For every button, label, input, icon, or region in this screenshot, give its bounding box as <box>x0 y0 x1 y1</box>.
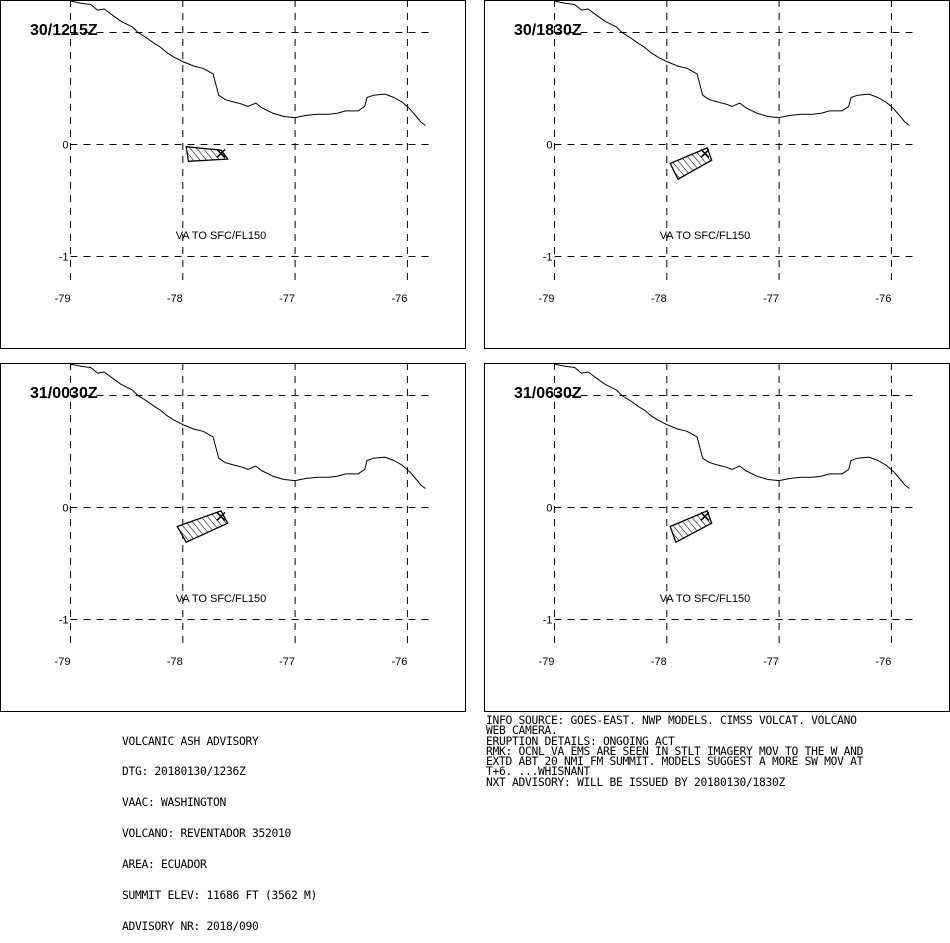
advisory-remarks: RMK: OCNL VA EMS ARE SEEN IN STLT IMAGER… <box>486 744 864 758</box>
advisory-eruption-details: ERUPTION DETAILS: ONGOING ACT <box>486 734 675 748</box>
volcano-marker-icon <box>700 148 710 158</box>
ash-altitude-label: VA TO SFC/FL150 <box>176 593 267 605</box>
advisory-details-text: INFO SOURCE: GOES-EAST. NWP MODELS. CIMS… <box>486 714 946 789</box>
border-line <box>554 363 910 489</box>
forecast-panel-1: -79 -78 -77 -76 0 -1 30/1215Z VA TO SFC/FL150 <box>0 0 466 349</box>
latitude-tick-label: 0 <box>62 140 68 152</box>
forecast-panel-3: -79 -78 -77 -76 0 -1 31/0030Z VA TO SFC/FL150 <box>0 363 466 712</box>
ash-altitude-label: VA TO SFC/FL150 <box>660 593 751 605</box>
border-line <box>554 0 910 126</box>
forecast-time-label: 31/0630Z <box>514 385 582 402</box>
ash-cloud-polygon <box>669 510 713 544</box>
ash-cloud-polygon <box>669 147 713 181</box>
longitude-tick-label: -79 <box>55 293 71 305</box>
forecast-panel-2: -79 -78 -77 -76 0 -1 30/1830Z VA TO SFC/FL150 <box>484 0 950 349</box>
advisory-dtg: DTG: 20180130/1236Z <box>122 765 246 779</box>
longitude-tick-label: -79 <box>539 656 555 668</box>
longitude-tick-label: -76 <box>391 293 407 305</box>
latitude-tick-label: -1 <box>59 615 69 627</box>
panel-frame <box>0 363 466 712</box>
longitude-tick-label: -77 <box>763 293 779 305</box>
ash-cloud-polygon <box>176 510 229 544</box>
advisory-remarks-cont: EXTD ABT 20 NMI FM SUMMIT. MODELS SUGGES… <box>486 755 864 769</box>
ash-altitude-label: VA TO SFC/FL150 <box>660 230 751 242</box>
advisory-summit-elev: SUMMIT ELEV: 11686 FT (3562 M) <box>122 889 318 903</box>
forecast-time-label: 31/0030Z <box>30 385 98 402</box>
longitude-tick-label: -77 <box>279 293 295 305</box>
volcano-marker-icon <box>216 511 226 521</box>
advisory-title: VOLCANIC ASH ADVISORY <box>122 734 259 748</box>
advisory-volcano: VOLCANO: REVENTADOR 352010 <box>122 827 292 841</box>
panel-frame <box>0 0 466 349</box>
volcano-marker-icon <box>216 148 226 158</box>
advisory-info-source: INFO SOURCE: GOES-EAST. NWP MODELS. CIMS… <box>486 714 857 727</box>
forecast-time-label: 30/1215Z <box>30 22 98 39</box>
advisory-next-advisory: NXT ADVISORY: WILL BE ISSUED BY 20180130… <box>486 775 786 789</box>
longitude-tick-label: -78 <box>167 656 183 668</box>
ash-altitude-label: VA TO SFC/FL150 <box>176 230 267 242</box>
latitude-tick-label: -1 <box>543 252 553 264</box>
latitude-tick-label: 0 <box>546 140 552 152</box>
advisory-header-text: VOLCANIC ASH ADVISORY DTG: 20180130/1236… <box>122 716 317 943</box>
longitude-tick-label: -77 <box>279 656 295 668</box>
panel-frame <box>484 363 950 712</box>
longitude-tick-label: -79 <box>539 293 555 305</box>
longitude-tick-label: -78 <box>167 293 183 305</box>
advisory-info-source-cont: WEB CAMERA. <box>486 724 558 738</box>
latitude-tick-label: 0 <box>62 503 68 515</box>
longitude-tick-label: -76 <box>875 656 891 668</box>
volcano-marker-icon <box>700 511 710 521</box>
advisory-remarks-signoff: T+6. ...WHISNANT <box>486 765 591 779</box>
latitude-tick-label: 0 <box>546 503 552 515</box>
latitude-tick-label: -1 <box>59 252 69 264</box>
longitude-tick-label: -76 <box>391 656 407 668</box>
border-line <box>70 363 426 489</box>
advisory-number: ADVISORY NR: 2018/090 <box>122 919 259 933</box>
longitude-tick-label: -79 <box>55 656 71 668</box>
forecast-panel-4: -79 -78 -77 -76 0 -1 31/0630Z VA TO SFC/FL150 <box>484 363 950 712</box>
longitude-tick-label: -78 <box>651 656 667 668</box>
advisory-area: AREA: ECUADOR <box>122 858 207 872</box>
longitude-tick-label: -77 <box>763 656 779 668</box>
latitude-tick-label: -1 <box>543 615 553 627</box>
forecast-time-label: 30/1830Z <box>514 22 582 39</box>
border-line <box>70 0 426 126</box>
longitude-tick-label: -78 <box>651 293 667 305</box>
advisory-vaac: VAAC: WASHINGTON <box>122 796 227 810</box>
longitude-tick-label: -76 <box>875 293 891 305</box>
panel-frame <box>484 0 950 349</box>
